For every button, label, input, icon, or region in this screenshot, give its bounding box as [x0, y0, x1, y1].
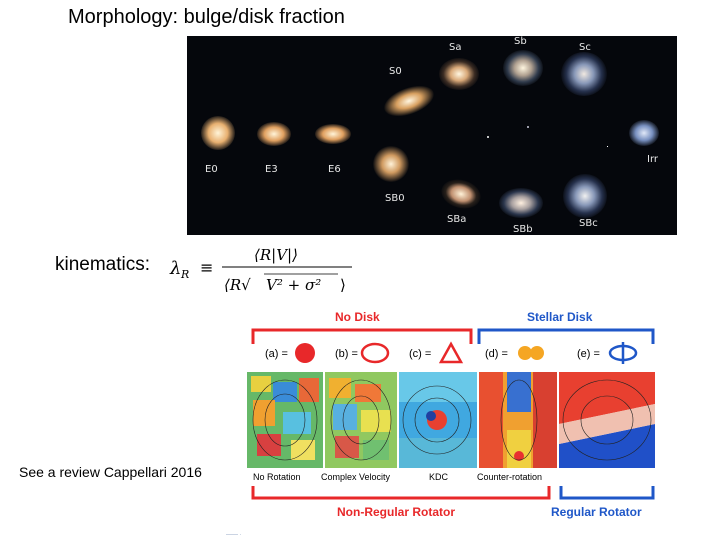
- map-label-kdc: KDC: [429, 472, 449, 482]
- galaxy-sa: [439, 58, 479, 90]
- label-sba: SBa: [447, 214, 467, 225]
- galaxy-e3: [257, 122, 291, 146]
- velocity-map-complex: [325, 372, 397, 468]
- galaxy-sba: [438, 175, 484, 213]
- galaxy-sc: [561, 52, 607, 96]
- footer-regular-rotator: Regular Rotator: [551, 505, 642, 519]
- galaxy-irr: [629, 120, 659, 146]
- formula-lhs: λ: [169, 258, 181, 279]
- double-dot-icon-left: [518, 346, 532, 360]
- galaxy-sbc: [563, 174, 607, 218]
- symbol-c-label: (c) =: [409, 348, 431, 360]
- label-e0: E0: [205, 164, 218, 175]
- lambda-r-formula: λ R ≡ ⟨R|V|⟩ ⟨R√ V² + σ² ⟩: [169, 246, 352, 294]
- triangle-icon: [438, 341, 464, 364]
- kinematics-classification-figure: No Disk Stellar Disk (a) = (b) = (c) = (…: [247, 310, 655, 519]
- formula-numerator: ⟨R|V|⟩: [254, 246, 298, 264]
- galaxy-sb0: [373, 146, 409, 182]
- formula-lhs-sub: R: [180, 268, 189, 281]
- formula-denominator-rad: V² + σ²: [266, 276, 321, 294]
- velocity-map-counter-rotation: [479, 372, 557, 468]
- map-label-complex-velocity: Complex Velocity: [321, 472, 391, 482]
- label-e6: E6: [328, 164, 341, 175]
- velocity-map-regular: [559, 372, 655, 468]
- galaxy-e0: [201, 116, 235, 150]
- bracket-stellar-disk: [477, 328, 655, 344]
- bracket-regular: [559, 486, 655, 500]
- label-sa: Sa: [449, 42, 462, 53]
- symbol-b-label: (b) =: [335, 348, 358, 360]
- label-s0: S0: [389, 66, 402, 77]
- label-irr: Irr: [647, 154, 658, 165]
- bottom-faint-text: —— ·: [226, 532, 242, 538]
- hubble-sequence-image: E0 E3 E6 S0 Sa Sb Sc SB0 SBa SBb SBc Irr: [187, 36, 677, 235]
- map-label-counter-rotation: Counter-rotation: [477, 472, 542, 482]
- formula-equiv: ≡: [200, 258, 213, 277]
- velocity-map-kdc: [399, 372, 477, 468]
- formula-denominator-suffix: ⟩: [340, 276, 346, 294]
- symbol-e-label: (e) =: [577, 348, 600, 360]
- galaxy-s0: [380, 79, 438, 123]
- slide-title: Morphology: bulge/disk fraction: [68, 6, 345, 28]
- velocity-map-no-rotation: [247, 372, 323, 468]
- formula-denominator-prefix: ⟨R√: [224, 276, 251, 294]
- label-e3: E3: [265, 164, 278, 175]
- galaxy-sbb: [499, 188, 543, 218]
- label-sc: Sc: [579, 42, 591, 53]
- galaxy-sb: [503, 50, 543, 86]
- map-label-no-rotation: No Rotation: [253, 472, 301, 482]
- bracket-no-disk: [251, 328, 473, 344]
- label-sbb: SBb: [513, 224, 533, 235]
- bracket-non-regular: [251, 486, 551, 500]
- label-sb: Sb: [514, 36, 527, 47]
- header-no-disk: No Disk: [335, 310, 380, 324]
- label-sb0: SB0: [385, 193, 405, 204]
- star: [487, 136, 489, 138]
- review-note: See a review Cappellari 2016: [19, 464, 202, 480]
- label-sbc: SBc: [579, 218, 598, 229]
- star: [527, 126, 529, 128]
- double-dot-icon-right: [530, 346, 544, 360]
- kinematics-label: kinematics:: [55, 254, 151, 275]
- footer-non-regular-rotator: Non-Regular Rotator: [337, 505, 455, 519]
- star: [607, 146, 608, 147]
- open-ellipse-icon: [360, 342, 390, 364]
- symbol-d-label: (d) =: [485, 348, 508, 360]
- galaxy-e6: [315, 124, 351, 144]
- header-stellar-disk: Stellar Disk: [527, 310, 593, 324]
- filled-circle-icon: [295, 343, 315, 363]
- symbol-a-label: (a) =: [265, 348, 288, 360]
